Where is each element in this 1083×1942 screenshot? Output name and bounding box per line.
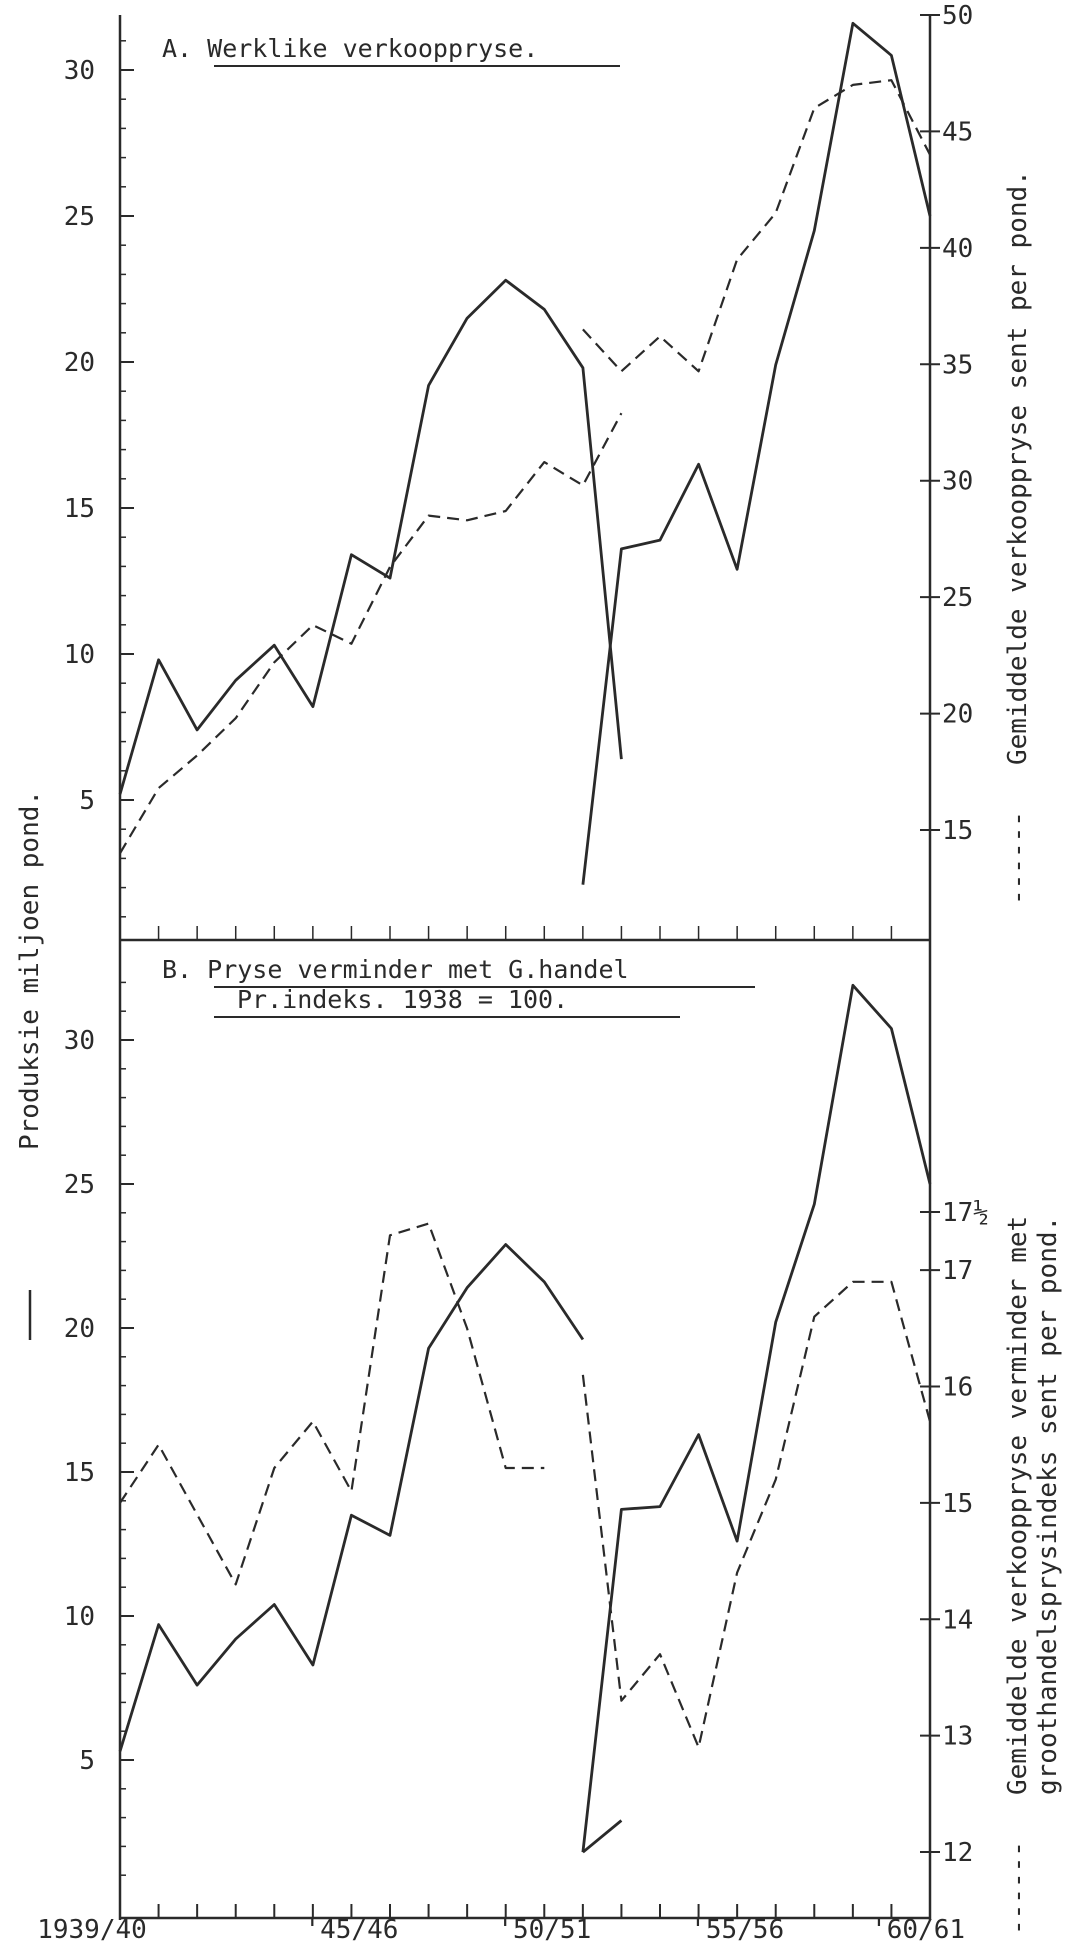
left-axis-title: Produksie miljoen pond. — [15, 790, 45, 1150]
panel-b-title-line-2: Pr.indeks. 1938 = 100. — [237, 985, 568, 1014]
panel-a: 5 10 15 20 25 30 15 20 25 30 35 40 45 50 — [64, 1, 973, 918]
x-tick-label: '50/51 — [497, 1915, 591, 1942]
right-tick-label: 16 — [942, 1373, 973, 1403]
x-tick-label: '55/56 — [690, 1915, 784, 1942]
left-tick-label: 25 — [64, 202, 95, 232]
series-solid-b-segment-1 — [581, 983, 932, 1853]
series-solid-b-segment-2 — [582, 1819, 623, 1854]
right-axis-label-a: ------ Gemiddelde verkooppryse sent per … — [1003, 170, 1033, 905]
right-tick-label: 50 — [942, 1, 973, 31]
right-tick-label: 15 — [942, 1489, 973, 1519]
series-dashed-a-segment-0 — [119, 412, 623, 854]
series-dashed-a-segment-1 — [582, 79, 931, 373]
right-tick-label: 15 — [942, 816, 973, 846]
right-axis-label-b: ------ Gemiddelde verkooppryse verminder… — [1003, 1216, 1063, 1935]
right-tick-label: 25 — [942, 583, 973, 613]
panel-b: 5 10 15 20 25 30 12 13 14 15 16 17 17½ — [64, 981, 989, 1876]
right-axis-title-a: Gemiddelde verkooppryse sent per pond. — [1003, 170, 1033, 765]
chart-frame — [118, 15, 932, 1920]
left-tick-label: 15 — [64, 494, 95, 524]
panel-b-title-line-1: B. Pryse verminder met G.handel — [162, 955, 629, 984]
dashed-line-legend-marker-b: ------ — [1003, 1841, 1033, 1935]
right-tick-label: 12 — [942, 1838, 973, 1868]
right-tick-label: 13 — [942, 1722, 973, 1752]
left-tick-label: 15 — [64, 1458, 95, 1488]
series-dashed-b-segment-1 — [581, 1280, 932, 1749]
right-tick-label: 45 — [942, 117, 973, 147]
right-axis-title-b-line-2: groothandelsprysindeks sent per pond. — [1033, 1216, 1063, 1795]
right-tick-label: 35 — [942, 350, 973, 380]
series-solid-a-segment-1 — [581, 21, 932, 885]
left-tick-label: 20 — [64, 348, 95, 378]
left-tick-label: 30 — [64, 1026, 95, 1056]
left-tick-label: 10 — [64, 1602, 95, 1632]
x-tick-label: '45/46 — [304, 1915, 398, 1942]
x-axis: 1939/40 '45/46 '50/51 '55/56 '60/61 — [37, 926, 965, 1942]
left-tick-label: 25 — [64, 1170, 95, 1200]
right-tick-label: 14 — [942, 1605, 973, 1635]
right-tick-label: 40 — [942, 234, 973, 264]
series-dashed-b-segment-0 — [119, 1222, 545, 1586]
right-tick-label: 17 — [942, 1256, 973, 1286]
x-tick-label: '60/61 — [871, 1915, 965, 1942]
series-solid-a-segment-0 — [118, 278, 623, 795]
left-axis-label: Produksie miljoen pond. — [15, 790, 45, 1340]
right-tick-label: 17½ — [942, 1198, 989, 1228]
panel-a-title: A. Werklike verkooppryse. — [162, 34, 538, 63]
right-tick-label: 20 — [942, 700, 973, 730]
left-tick-label: 5 — [79, 1746, 95, 1776]
left-tick-label: 5 — [79, 786, 95, 816]
dashed-line-legend-marker-a: ------ — [1003, 811, 1033, 905]
right-tick-label: 30 — [942, 467, 973, 497]
x-tick-label: 1939/40 — [37, 1915, 147, 1942]
left-tick-label: 10 — [64, 640, 95, 670]
left-tick-label: 30 — [64, 56, 95, 86]
right-axis-title-b-line-1: Gemiddelde verkooppryse verminder met — [1003, 1216, 1033, 1795]
left-tick-label: 20 — [64, 1314, 95, 1344]
series-solid-b-segment-0 — [118, 1243, 585, 1752]
